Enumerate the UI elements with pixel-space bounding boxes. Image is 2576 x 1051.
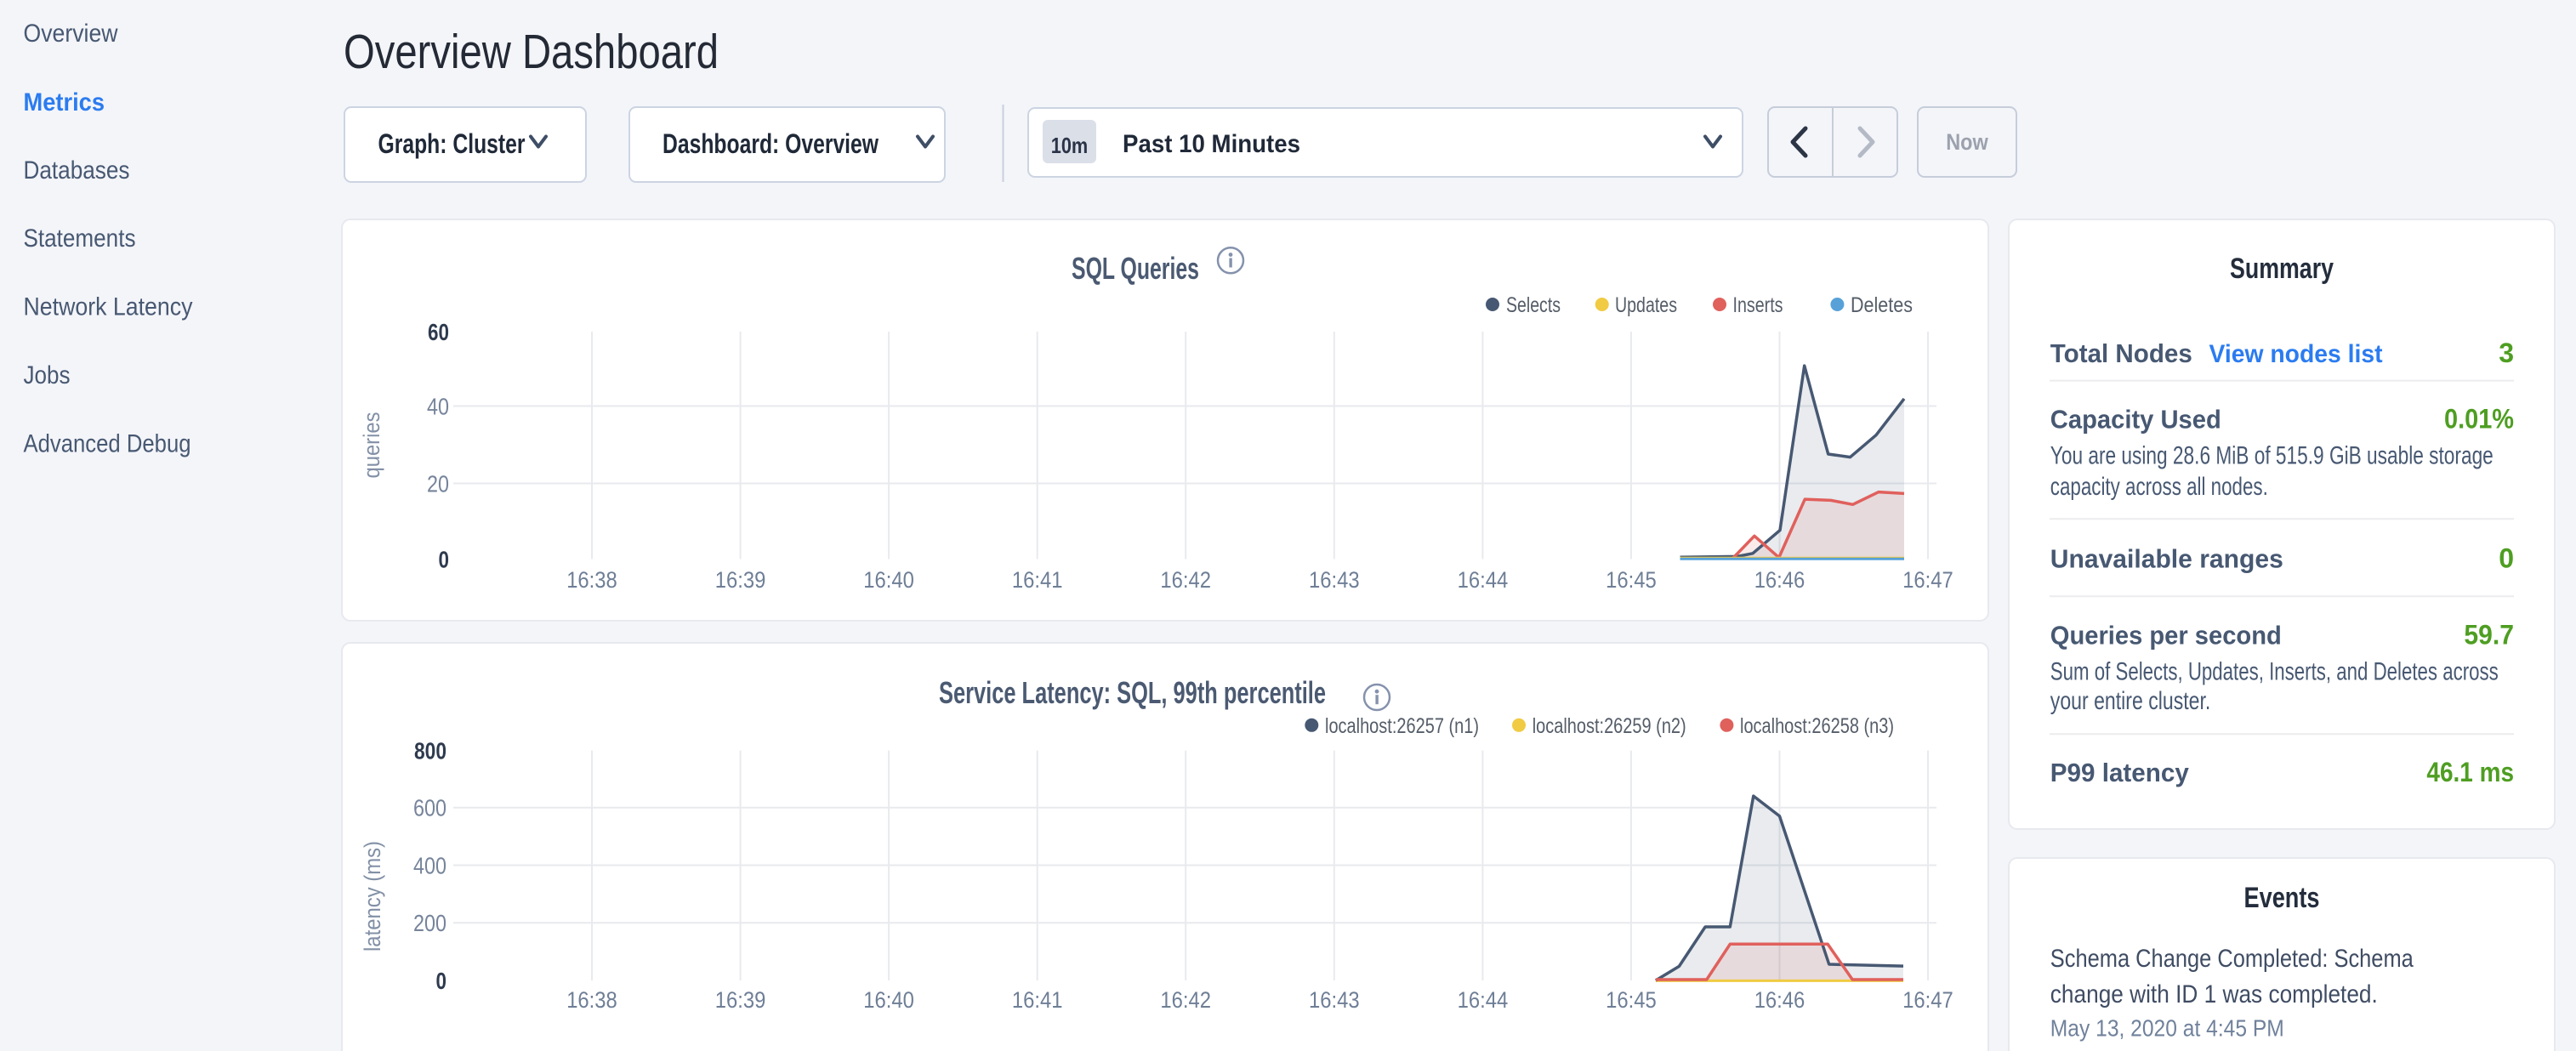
svg-text:Deletes: Deletes <box>1851 293 1913 317</box>
svg-text:latency (ms): latency (ms) <box>360 841 385 952</box>
svg-text:Advanced Debug: Advanced Debug <box>24 430 191 458</box>
svg-text:16:44: 16:44 <box>1458 987 1509 1013</box>
svg-text:Databases: Databases <box>24 156 130 185</box>
svg-text:16:47: 16:47 <box>1902 567 1953 593</box>
svg-text:SQL Queries: SQL Queries <box>1072 251 1199 286</box>
svg-text:400: 400 <box>413 853 446 879</box>
svg-text:Updates: Updates <box>1615 293 1677 317</box>
svg-text:16:46: 16:46 <box>1754 987 1805 1013</box>
svg-text:16:41: 16:41 <box>1012 987 1063 1013</box>
svg-text:16:38: 16:38 <box>566 567 617 593</box>
svg-text:20: 20 <box>427 471 449 497</box>
svg-text:60: 60 <box>428 319 449 345</box>
svg-text:Graph: Cluster: Graph: Cluster <box>378 128 526 159</box>
svg-text:0.01%: 0.01% <box>2444 404 2514 435</box>
svg-text:16:40: 16:40 <box>863 567 914 593</box>
svg-text:10m: 10m <box>1051 133 1089 158</box>
svg-text:800: 800 <box>414 738 446 764</box>
svg-text:200: 200 <box>413 910 446 936</box>
svg-text:46.1 ms: 46.1 ms <box>2426 757 2514 787</box>
svg-text:Now: Now <box>1946 129 1988 155</box>
svg-text:16:47: 16:47 <box>1902 987 1953 1013</box>
svg-text:16:43: 16:43 <box>1309 987 1360 1013</box>
svg-text:change with ID 1 was completed: change with ID 1 was completed. <box>2050 980 2378 1008</box>
svg-text:0: 0 <box>436 968 447 994</box>
svg-text:Schema Change Completed: Schem: Schema Change Completed: Schema <box>2050 945 2414 973</box>
svg-text:Queries per second: Queries per second <box>2050 621 2282 650</box>
svg-text:16:38: 16:38 <box>566 987 617 1013</box>
svg-text:16:45: 16:45 <box>1606 567 1657 593</box>
svg-text:16:39: 16:39 <box>715 987 766 1013</box>
svg-text:16:45: 16:45 <box>1606 987 1657 1013</box>
svg-text:600: 600 <box>413 795 446 821</box>
svg-text:Selects: Selects <box>1506 293 1561 317</box>
svg-text:queries: queries <box>359 412 384 479</box>
svg-text:Past 10 Minutes: Past 10 Minutes <box>1123 130 1300 158</box>
svg-text:Inserts: Inserts <box>1733 293 1783 317</box>
svg-text:Overview: Overview <box>24 20 118 48</box>
svg-text:0: 0 <box>2499 543 2514 574</box>
svg-text:View nodes list: View nodes list <box>2209 340 2383 368</box>
svg-text:localhost:26257 (n1): localhost:26257 (n1) <box>1325 714 1479 738</box>
svg-text:Network Latency: Network Latency <box>24 293 193 321</box>
svg-text:You are using 28.6 MiB of 515.: You are using 28.6 MiB of 515.9 GiB usab… <box>2050 441 2494 469</box>
svg-text:Statements: Statements <box>24 224 136 253</box>
svg-text:16:40: 16:40 <box>863 987 914 1013</box>
svg-text:Summary: Summary <box>2230 253 2334 285</box>
svg-text:May 13, 2020 at 4:45 PM: May 13, 2020 at 4:45 PM <box>2050 1015 2284 1042</box>
svg-text:59.7: 59.7 <box>2464 620 2514 650</box>
svg-text:3: 3 <box>2499 338 2514 368</box>
svg-text:Jobs: Jobs <box>24 361 71 389</box>
svg-text:capacity across all nodes.: capacity across all nodes. <box>2050 473 2268 501</box>
svg-text:16:43: 16:43 <box>1309 567 1360 593</box>
svg-text:Metrics: Metrics <box>24 88 105 116</box>
svg-text:16:42: 16:42 <box>1160 567 1211 593</box>
svg-text:16:39: 16:39 <box>715 567 766 593</box>
svg-text:16:46: 16:46 <box>1754 567 1805 593</box>
svg-text:Total Nodes: Total Nodes <box>2050 338 2192 368</box>
svg-text:Sum of Selects, Updates, Inser: Sum of Selects, Updates, Inserts, and De… <box>2050 658 2499 686</box>
svg-text:Unavailable ranges: Unavailable ranges <box>2050 544 2283 574</box>
svg-text:Capacity Used: Capacity Used <box>2050 405 2221 435</box>
svg-text:Overview Dashboard: Overview Dashboard <box>344 25 719 79</box>
svg-text:Events: Events <box>2244 882 2320 914</box>
svg-text:Service Latency: SQL, 99th per: Service Latency: SQL, 99th percentile <box>939 675 1326 710</box>
svg-text:40: 40 <box>427 394 449 420</box>
svg-text:Dashboard: Overview: Dashboard: Overview <box>662 128 879 159</box>
svg-text:16:44: 16:44 <box>1458 567 1509 593</box>
svg-text:0: 0 <box>439 547 450 573</box>
svg-text:16:42: 16:42 <box>1160 987 1211 1013</box>
svg-text:your entire cluster.: your entire cluster. <box>2050 687 2211 715</box>
svg-text:16:41: 16:41 <box>1012 567 1063 593</box>
svg-text:localhost:26258 (n3): localhost:26258 (n3) <box>1740 714 1894 738</box>
svg-text:P99 latency: P99 latency <box>2050 758 2190 787</box>
svg-text:localhost:26259 (n2): localhost:26259 (n2) <box>1533 714 1686 738</box>
